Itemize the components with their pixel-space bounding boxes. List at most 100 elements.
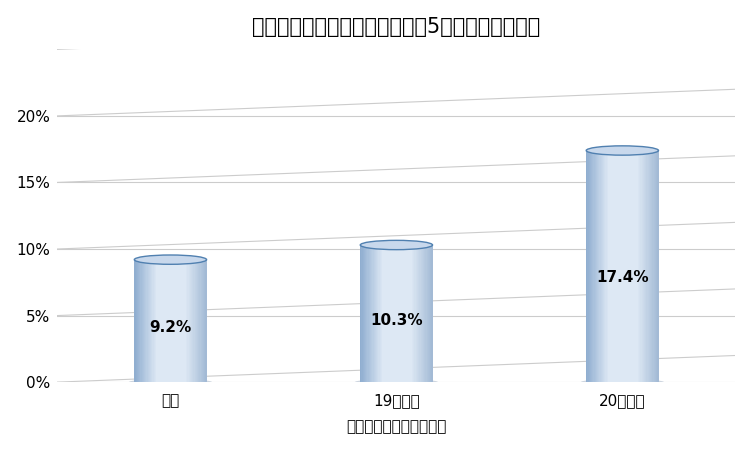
Text: 10.3%: 10.3%	[370, 313, 423, 328]
Bar	[405, 245, 406, 382]
Bar	[603, 151, 605, 382]
Bar	[621, 151, 623, 382]
Bar	[418, 245, 420, 382]
Bar	[143, 260, 144, 382]
Bar	[145, 260, 147, 382]
Bar	[169, 260, 171, 382]
Bar	[151, 260, 153, 382]
Bar	[381, 245, 382, 382]
Bar	[411, 245, 412, 382]
Bar	[402, 245, 404, 382]
Bar	[393, 245, 394, 382]
Bar	[428, 245, 429, 382]
Bar	[655, 151, 656, 382]
Bar	[150, 260, 151, 382]
Bar	[400, 245, 402, 382]
Ellipse shape	[587, 146, 659, 155]
Bar	[197, 260, 199, 382]
Bar	[202, 260, 203, 382]
Bar	[587, 151, 589, 382]
Bar	[183, 260, 185, 382]
Text: 9.2%: 9.2%	[150, 319, 192, 335]
X-axis label: 塩酸リトドリン使用日数: 塩酸リトドリン使用日数	[346, 419, 447, 434]
Bar	[368, 245, 370, 382]
Bar	[174, 260, 175, 382]
Bar	[191, 260, 193, 382]
Bar	[417, 245, 418, 382]
Bar	[420, 245, 422, 382]
Bar	[590, 151, 591, 382]
Bar	[656, 151, 657, 382]
Bar	[360, 245, 362, 382]
Bar	[422, 245, 423, 382]
Text: 17.4%: 17.4%	[596, 271, 649, 285]
Bar	[597, 151, 599, 382]
Bar	[414, 245, 416, 382]
Bar	[135, 260, 137, 382]
Bar	[626, 151, 627, 382]
Bar	[193, 260, 195, 382]
Bar	[161, 260, 162, 382]
Bar	[625, 151, 626, 382]
Bar	[416, 245, 417, 382]
Bar	[651, 151, 653, 382]
Bar	[189, 260, 190, 382]
Bar	[609, 151, 611, 382]
Bar	[602, 151, 603, 382]
Bar	[181, 260, 183, 382]
Ellipse shape	[355, 379, 438, 385]
Bar	[589, 151, 590, 382]
Bar	[139, 260, 141, 382]
Bar	[607, 151, 608, 382]
Bar	[645, 151, 647, 382]
Bar	[180, 260, 181, 382]
Bar	[593, 151, 595, 382]
Bar	[162, 260, 163, 382]
Bar	[639, 151, 641, 382]
Bar	[155, 260, 156, 382]
Ellipse shape	[360, 240, 432, 250]
Bar	[365, 245, 366, 382]
Bar	[424, 245, 426, 382]
Ellipse shape	[129, 379, 212, 385]
Bar	[159, 260, 161, 382]
Bar	[386, 245, 387, 382]
Bar	[366, 245, 368, 382]
Bar	[387, 245, 388, 382]
Bar	[370, 245, 371, 382]
Bar	[149, 260, 150, 382]
Bar	[153, 260, 155, 382]
Bar	[599, 151, 601, 382]
Bar	[595, 151, 596, 382]
Bar	[627, 151, 629, 382]
Bar	[195, 260, 196, 382]
Bar	[649, 151, 650, 382]
Bar	[168, 260, 169, 382]
Bar	[362, 245, 364, 382]
Bar	[632, 151, 633, 382]
Bar	[167, 260, 168, 382]
Bar	[631, 151, 632, 382]
Bar	[205, 260, 207, 382]
Bar	[591, 151, 593, 382]
Bar	[620, 151, 621, 382]
Bar	[147, 260, 149, 382]
Bar	[156, 260, 157, 382]
Bar	[608, 151, 609, 382]
Bar	[657, 151, 659, 382]
Bar	[177, 260, 179, 382]
Title: 塩酸リトドリン使用日数による5歳時の喘息有症率: 塩酸リトドリン使用日数による5歳時の喘息有症率	[252, 17, 541, 37]
Bar	[605, 151, 607, 382]
Bar	[372, 245, 374, 382]
Bar	[633, 151, 635, 382]
Bar	[382, 245, 384, 382]
Bar	[196, 260, 197, 382]
Bar	[426, 245, 428, 382]
Bar	[410, 245, 411, 382]
Bar	[408, 245, 410, 382]
Bar	[138, 260, 139, 382]
Bar	[637, 151, 638, 382]
Bar	[430, 245, 432, 382]
Bar	[412, 245, 414, 382]
Bar	[390, 245, 392, 382]
